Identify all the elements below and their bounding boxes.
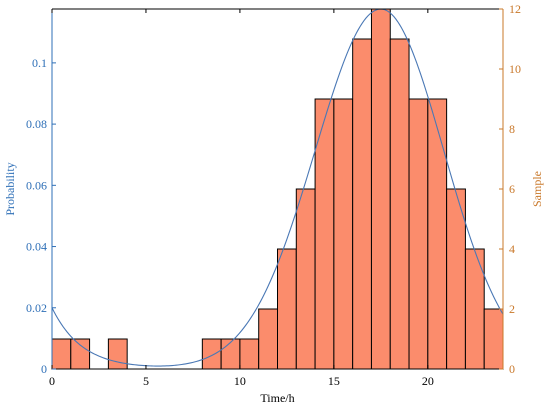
histogram-bar	[51, 338, 72, 370]
histogram-bar	[220, 338, 241, 370]
histogram-bar	[389, 38, 410, 370]
x-tick-label: 10	[234, 374, 246, 388]
x-axis-label: Time/h	[260, 391, 294, 405]
histogram-bar	[427, 98, 448, 370]
right-y-tick-label: 12	[509, 2, 521, 16]
left-y-tick-label: 0.1	[32, 56, 47, 70]
right-y-tick-label: 6	[509, 182, 515, 196]
left-y-tick-label: 0.08	[26, 117, 47, 131]
right-y-tick-label: 2	[509, 302, 515, 316]
left-y-axis-label: Probability	[3, 162, 17, 215]
histogram-bar	[258, 308, 279, 370]
histogram-bar	[277, 248, 297, 370]
right-y-tick-label: 8	[509, 122, 515, 136]
right-y-axis-label: Sample	[530, 171, 544, 207]
histogram-bar	[201, 338, 222, 370]
left-y-tick-label: 0	[41, 362, 47, 376]
left-y-tick-label: 0.04	[26, 240, 47, 254]
histogram-bar	[370, 8, 391, 370]
histogram-bar	[333, 98, 354, 370]
left-y-tick-label: 0.06	[26, 178, 47, 192]
x-tick-label: 20	[422, 374, 434, 388]
right-y-tick-label: 0	[509, 362, 515, 376]
x-tick-label: 15	[328, 374, 340, 388]
histogram-bar	[70, 338, 91, 370]
axes-group: 0 5 10 15 20 0 0.02 0.04 0.06 0.08 0.1 0 2 4 6 8 10 12	[26, 2, 521, 388]
histogram-bar	[446, 188, 466, 370]
x-tick-label: 0	[49, 374, 55, 388]
histogram-bar	[483, 308, 504, 370]
histogram-bar	[408, 98, 429, 370]
histogram-bar	[352, 38, 372, 370]
x-tick-label: 5	[143, 374, 149, 388]
right-y-tick-label: 4	[509, 242, 515, 256]
left-y-tick-label: 0.02	[26, 301, 47, 315]
histogram-bar	[295, 188, 316, 370]
histogram-bar	[239, 338, 260, 370]
histogram-bar	[107, 338, 128, 370]
fit-curve	[51, 8, 504, 367]
right-y-tick-label: 10	[509, 62, 521, 76]
